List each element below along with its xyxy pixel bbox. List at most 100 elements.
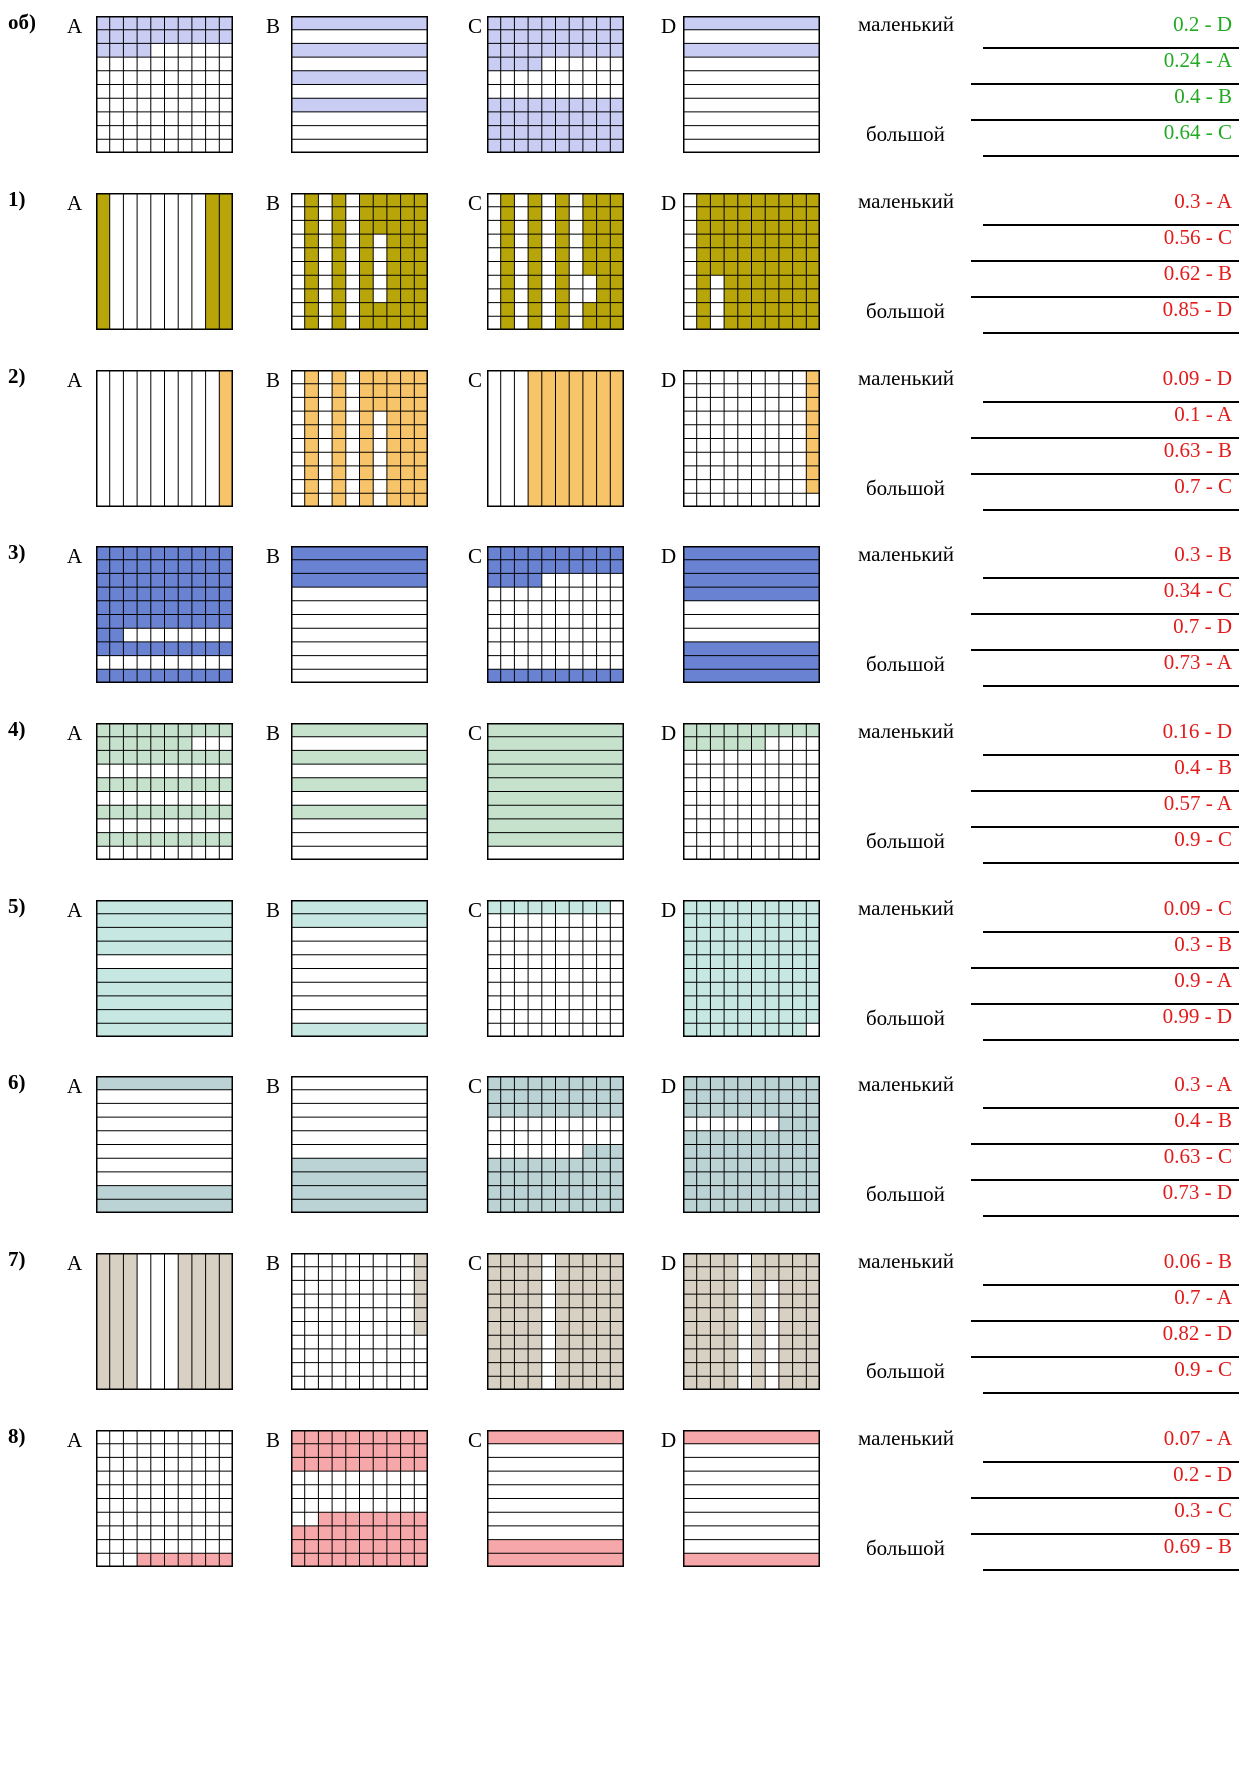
shaded-cell	[569, 125, 583, 140]
shaded-cell	[487, 1103, 501, 1118]
shaded-cell	[528, 29, 542, 44]
shaded-row	[291, 1158, 428, 1172]
shaded-cell	[765, 1103, 779, 1118]
grid-letter: B	[266, 191, 281, 215]
shaded-cell	[500, 288, 515, 303]
decimal-grid	[96, 16, 233, 153]
shaded-cell	[528, 234, 542, 248]
grid-border	[291, 1430, 428, 1567]
shaded-cell	[696, 1185, 711, 1200]
shaded-cell	[610, 1321, 624, 1336]
shaded-cell	[724, 1335, 738, 1349]
shaded-cell	[109, 43, 124, 58]
shaded-column	[205, 1253, 220, 1390]
shaded-cell	[332, 424, 346, 439]
shaded-cell	[137, 805, 151, 819]
shaded-cell	[386, 1443, 401, 1458]
shaded-cell	[400, 438, 415, 453]
shaded-cell	[778, 1280, 793, 1295]
shaded-cell	[487, 43, 501, 58]
shaded-cell	[487, 1362, 501, 1377]
shaded-cell	[500, 220, 515, 235]
shaded-cell	[109, 587, 124, 601]
answer-entry: 0.7 - D	[1173, 614, 1232, 638]
shaded-cell	[541, 900, 556, 914]
shaded-cell	[500, 1253, 515, 1267]
shaded-cell	[191, 600, 206, 615]
shaded-cell	[541, 546, 556, 560]
shaded-cell	[569, 1307, 583, 1322]
shaded-cell	[751, 1089, 766, 1104]
shaded-cell	[400, 424, 415, 439]
shaded-cell	[596, 669, 611, 683]
shaded-cell	[792, 1266, 807, 1281]
shaded-cell	[400, 1443, 415, 1458]
shaded-cell	[582, 900, 597, 914]
shaded-row	[683, 43, 820, 58]
shaded-cell	[792, 1294, 807, 1308]
shaded-cell	[109, 641, 124, 656]
shaded-cell	[109, 546, 124, 560]
decimal-grid	[683, 546, 820, 683]
shaded-cell	[514, 546, 529, 560]
shaded-cell	[514, 1158, 529, 1172]
shaded-cell	[304, 288, 319, 303]
shaded-cell	[610, 1362, 624, 1377]
answer-entry: 0.24 - A	[1163, 48, 1232, 72]
shaded-cell	[386, 234, 401, 248]
shaded-cell	[724, 1266, 738, 1281]
shaded-cell	[582, 1266, 597, 1281]
answer-line	[971, 473, 1239, 475]
shaded-cell	[541, 1199, 556, 1213]
shaded-cell	[318, 1539, 333, 1554]
shaded-column	[541, 370, 556, 507]
grid-letter: C	[468, 1074, 483, 1098]
shaded-cell	[332, 411, 346, 425]
shaded-cell	[414, 275, 428, 289]
grid-letter: D	[661, 1074, 677, 1098]
shaded-row	[96, 1023, 233, 1037]
shaded-cell	[610, 288, 624, 303]
shaded-cell	[528, 1103, 542, 1118]
shaded-cell	[569, 1185, 583, 1200]
shaded-cell	[792, 247, 807, 262]
shaded-cell	[737, 220, 752, 235]
shaded-cell	[696, 1335, 711, 1349]
shaded-cell	[696, 1144, 711, 1159]
shaded-cell	[610, 1199, 624, 1213]
shaded-cell	[737, 1185, 752, 1200]
shaded-cell	[582, 302, 597, 317]
shaded-cell	[137, 832, 151, 847]
shaded-row	[683, 559, 820, 574]
grid-border	[291, 16, 428, 153]
shaded-cell	[610, 247, 624, 262]
shaded-row	[291, 777, 428, 792]
shaded-cell	[304, 275, 319, 289]
shaded-cell	[528, 57, 542, 71]
shaded-cell	[487, 559, 501, 574]
shaded-cell	[150, 587, 165, 601]
shaded-cell	[737, 247, 752, 262]
shaded-cell	[487, 29, 501, 44]
shaded-cell	[710, 247, 725, 262]
shaded-cell	[178, 669, 192, 683]
shaded-row	[96, 941, 233, 955]
shaded-cell	[806, 1376, 820, 1390]
shaded-cell	[96, 43, 110, 58]
shaded-cell	[178, 29, 192, 44]
shaded-cell	[792, 1009, 807, 1024]
grid-border	[683, 16, 820, 153]
answer-entry: 0.9 - C	[1174, 827, 1232, 851]
shaded-cell	[582, 125, 597, 140]
shaded-cell	[610, 139, 624, 153]
shaded-cell	[737, 995, 752, 1010]
shaded-cell	[514, 43, 529, 58]
answer-line	[971, 1179, 1239, 1181]
shaded-cell	[792, 1335, 807, 1349]
shaded-cell	[751, 1376, 766, 1390]
shaded-cell	[514, 1376, 529, 1390]
shaded-cell	[778, 1144, 793, 1159]
shaded-cell	[806, 479, 820, 494]
answer-line	[971, 1320, 1239, 1322]
